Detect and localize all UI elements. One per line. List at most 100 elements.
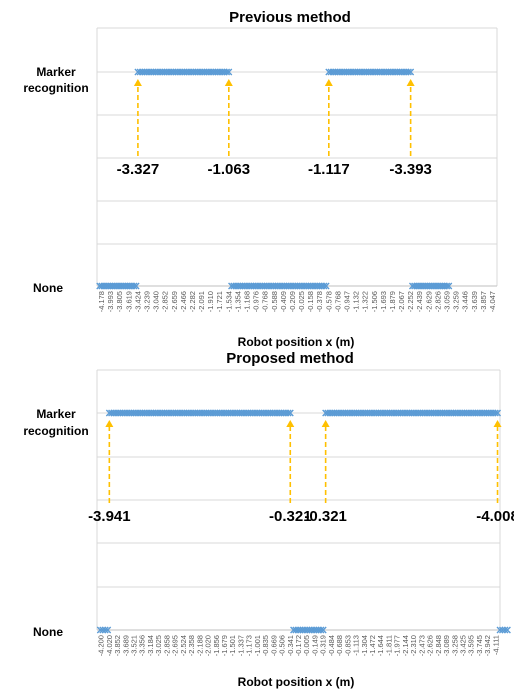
prop-x-tick-label: -0.835 bbox=[261, 635, 270, 656]
prop-x-tick-label: -2.358 bbox=[187, 635, 196, 656]
prop-x-tick-label: -2.473 bbox=[417, 635, 426, 656]
prev-none-point bbox=[445, 282, 453, 290]
prop-x-tick-label: -0.853 bbox=[343, 635, 352, 656]
prev-x-tick-label: -0.768 bbox=[333, 291, 342, 312]
prop-recognition-point bbox=[491, 409, 499, 417]
prop-x-tick-label: -0.688 bbox=[335, 635, 344, 656]
prop-x-tick-label: -0.319 bbox=[319, 635, 328, 656]
prop-x-tick-label: -3.184 bbox=[146, 635, 155, 656]
prev-annotation-arrowhead bbox=[324, 79, 333, 86]
prev-x-tick-label: -3.059 bbox=[443, 291, 452, 312]
prev-x-tick-label: -3.619 bbox=[124, 291, 133, 312]
prev-x-tick-label: -1.132 bbox=[352, 291, 361, 312]
prev-x-tick-label: -2.826 bbox=[433, 291, 442, 312]
prev-x-tick-label: -4.178 bbox=[97, 291, 106, 312]
prop-x-tick-label: -3.942 bbox=[483, 635, 492, 656]
prev-x-tick-label: -2.252 bbox=[406, 291, 415, 312]
prop-none-point bbox=[319, 626, 327, 634]
prop-x-tick-label: -0.484 bbox=[327, 635, 336, 656]
prev-x-tick-label: -3.424 bbox=[133, 291, 142, 312]
prop-annotation-label: -0.321 bbox=[304, 508, 347, 525]
prop-recognition-point bbox=[284, 409, 292, 417]
prop-x-tick-label: -0.506 bbox=[278, 635, 287, 656]
prev-x-tick-label: -1.693 bbox=[379, 291, 388, 312]
prev-none-point bbox=[322, 282, 330, 290]
prev-x-tick-label: -2.629 bbox=[424, 291, 433, 312]
y-label-marker-line1-top: Marker bbox=[36, 65, 76, 79]
prop-x-tick-label: -3.258 bbox=[450, 635, 459, 656]
prev-x-tick-label: -4.047 bbox=[488, 291, 497, 312]
prev-x-tick-label: -0.378 bbox=[315, 291, 324, 312]
prop-x-tick-label: -2.020 bbox=[204, 635, 213, 656]
x-axis-label-top: Robot position x (m) bbox=[238, 335, 355, 349]
prop-x-tick-label: -3.089 bbox=[442, 635, 451, 656]
prop-x-tick-label: -2.858 bbox=[162, 635, 171, 656]
prev-x-tick-label: -0.768 bbox=[261, 291, 270, 312]
y-label-marker-line2-bottom: recognition bbox=[23, 424, 88, 438]
x-axis-label-bottom: Robot position x (m) bbox=[238, 675, 355, 689]
prop-annotation-arrowhead bbox=[286, 420, 295, 427]
prev-none-point bbox=[443, 282, 451, 290]
prev-x-tick-label: -2.067 bbox=[397, 291, 406, 312]
y-label-marker-line1-bottom: Marker bbox=[36, 407, 76, 421]
prop-annotation-label: -4.008 bbox=[476, 508, 514, 525]
prev-x-tick-label: -3.040 bbox=[152, 291, 161, 312]
prop-x-tick-label: -2.524 bbox=[179, 635, 188, 656]
prev-x-tick-label: -3.446 bbox=[461, 291, 470, 312]
prop-x-tick-label: -1.679 bbox=[220, 635, 229, 656]
prev-annotation-arrowhead bbox=[406, 79, 415, 86]
prop-x-tick-label: -2.626 bbox=[426, 635, 435, 656]
prev-recognition-point bbox=[407, 68, 415, 76]
prop-x-tick-label: -3.356 bbox=[138, 635, 147, 656]
prop-annotation-label: -0.321 bbox=[269, 508, 312, 525]
prop-x-tick-label: -3.852 bbox=[113, 635, 122, 656]
prev-x-tick-label: -1.168 bbox=[243, 291, 252, 312]
prop-x-tick-label: -2.848 bbox=[434, 635, 443, 656]
prev-x-tick-label: -0.209 bbox=[288, 291, 297, 312]
prop-none-point bbox=[317, 626, 325, 634]
prev-x-tick-label: -0.025 bbox=[297, 291, 306, 312]
prop-x-tick-label: -2.310 bbox=[409, 635, 418, 656]
prop-x-tick-label: -4.020 bbox=[105, 635, 114, 656]
prop-x-tick-label: -1.977 bbox=[393, 635, 402, 656]
prop-x-tick-label: -0.005 bbox=[302, 635, 311, 656]
prop-annotation-label: -3.941 bbox=[88, 508, 131, 525]
prev-x-tick-label: -2.659 bbox=[170, 291, 179, 312]
prop-x-tick-label: -2.144 bbox=[401, 635, 410, 656]
prop-x-tick-label: -4.111 bbox=[491, 635, 500, 655]
prop-x-tick-label: -0.341 bbox=[286, 635, 295, 656]
prev-annotation-label: -1.117 bbox=[308, 161, 350, 178]
prop-x-tick-label: -3.745 bbox=[475, 635, 484, 656]
prev-x-tick-label: -1.910 bbox=[206, 291, 215, 312]
prop-none-point bbox=[104, 626, 112, 634]
prop-x-tick-label: -4.200 bbox=[97, 635, 106, 656]
prop-annotation-arrowhead bbox=[321, 420, 330, 427]
prev-x-tick-label: -3.993 bbox=[106, 291, 115, 312]
prop-x-tick-label: -3.425 bbox=[458, 635, 467, 656]
prev-recognition-point bbox=[223, 68, 231, 76]
prev-x-tick-label: -0.578 bbox=[324, 291, 333, 312]
prop-recognition-point bbox=[286, 409, 294, 417]
prop-x-tick-label: -1.501 bbox=[228, 635, 237, 656]
prop-x-tick-label: -0.149 bbox=[310, 635, 319, 656]
prop-annotation-arrowhead bbox=[105, 420, 114, 427]
prev-x-tick-label: -0.588 bbox=[270, 291, 279, 312]
prev-none-point bbox=[130, 282, 138, 290]
prev-annotation-label: -3.327 bbox=[117, 161, 160, 178]
chart-previous-method: -4.178 -3.993 -3.805 -3.619 -3.424 -3.239 -3.0… bbox=[96, 27, 498, 312]
prop-recognition-point bbox=[494, 409, 502, 417]
prev-x-tick-label: -3.639 bbox=[470, 291, 479, 312]
prev-recognition-point bbox=[225, 68, 233, 76]
prop-x-tick-label: -3.025 bbox=[154, 635, 163, 656]
prev-x-tick-label: -1.322 bbox=[361, 291, 370, 312]
prev-x-tick-label: -3.239 bbox=[143, 291, 152, 312]
prev-recognition-point bbox=[404, 68, 412, 76]
chart-proposed-method: -4.200 -4.020 -3.852 -3.689 -3.521 -3.356 -3.1… bbox=[88, 369, 514, 656]
prev-x-tick-label: -2.282 bbox=[188, 291, 197, 312]
prop-x-tick-label: -1.113 bbox=[352, 635, 361, 656]
y-label-none-top: None bbox=[33, 281, 63, 295]
prev-annotation-arrowhead bbox=[224, 79, 233, 86]
prop-x-tick-label: -1.304 bbox=[360, 635, 369, 656]
prop-x-tick-label: -3.595 bbox=[467, 635, 476, 656]
